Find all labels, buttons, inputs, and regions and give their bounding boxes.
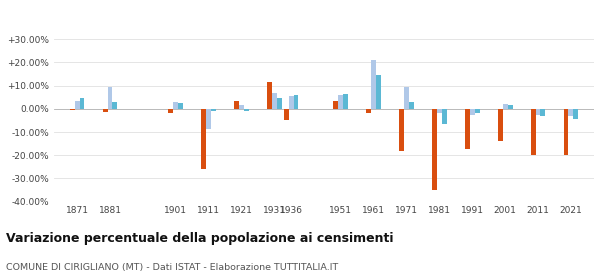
- Bar: [530, 109, 536, 155]
- Text: Variazione percentuale della popolazione ai censimenti: Variazione percentuale della popolazione…: [6, 232, 394, 245]
- Bar: [442, 109, 446, 124]
- Bar: [234, 101, 239, 109]
- Bar: [376, 75, 381, 109]
- Bar: [211, 109, 216, 111]
- Bar: [536, 109, 541, 115]
- Bar: [267, 82, 272, 109]
- Bar: [465, 109, 470, 150]
- Bar: [206, 109, 211, 129]
- Bar: [470, 109, 475, 115]
- Bar: [74, 101, 80, 109]
- Bar: [437, 109, 442, 113]
- Bar: [503, 104, 508, 109]
- Bar: [80, 98, 85, 109]
- Bar: [173, 102, 178, 109]
- Bar: [568, 109, 574, 116]
- Text: COMUNE DI CIRIGLIANO (MT) - Dati ISTAT - Elaborazione TUTTITALIA.IT: COMUNE DI CIRIGLIANO (MT) - Dati ISTAT -…: [6, 263, 338, 272]
- Bar: [409, 102, 414, 109]
- Bar: [178, 103, 183, 109]
- Bar: [563, 109, 568, 155]
- Bar: [202, 109, 206, 169]
- Bar: [239, 105, 244, 109]
- Bar: [343, 94, 348, 109]
- Bar: [284, 109, 289, 120]
- Bar: [371, 60, 376, 109]
- Bar: [112, 102, 118, 109]
- Bar: [541, 109, 545, 116]
- Bar: [103, 109, 107, 112]
- Bar: [277, 98, 282, 109]
- Bar: [289, 96, 293, 109]
- Bar: [244, 109, 249, 111]
- Bar: [366, 109, 371, 113]
- Bar: [107, 87, 112, 109]
- Bar: [399, 109, 404, 151]
- Bar: [404, 87, 409, 109]
- Bar: [293, 95, 298, 109]
- Bar: [508, 105, 512, 109]
- Bar: [70, 109, 74, 110]
- Bar: [475, 109, 479, 113]
- Bar: [169, 109, 173, 113]
- Bar: [333, 101, 338, 109]
- Bar: [338, 95, 343, 109]
- Bar: [497, 109, 503, 141]
- Bar: [272, 93, 277, 109]
- Bar: [574, 109, 578, 119]
- Bar: [432, 109, 437, 190]
